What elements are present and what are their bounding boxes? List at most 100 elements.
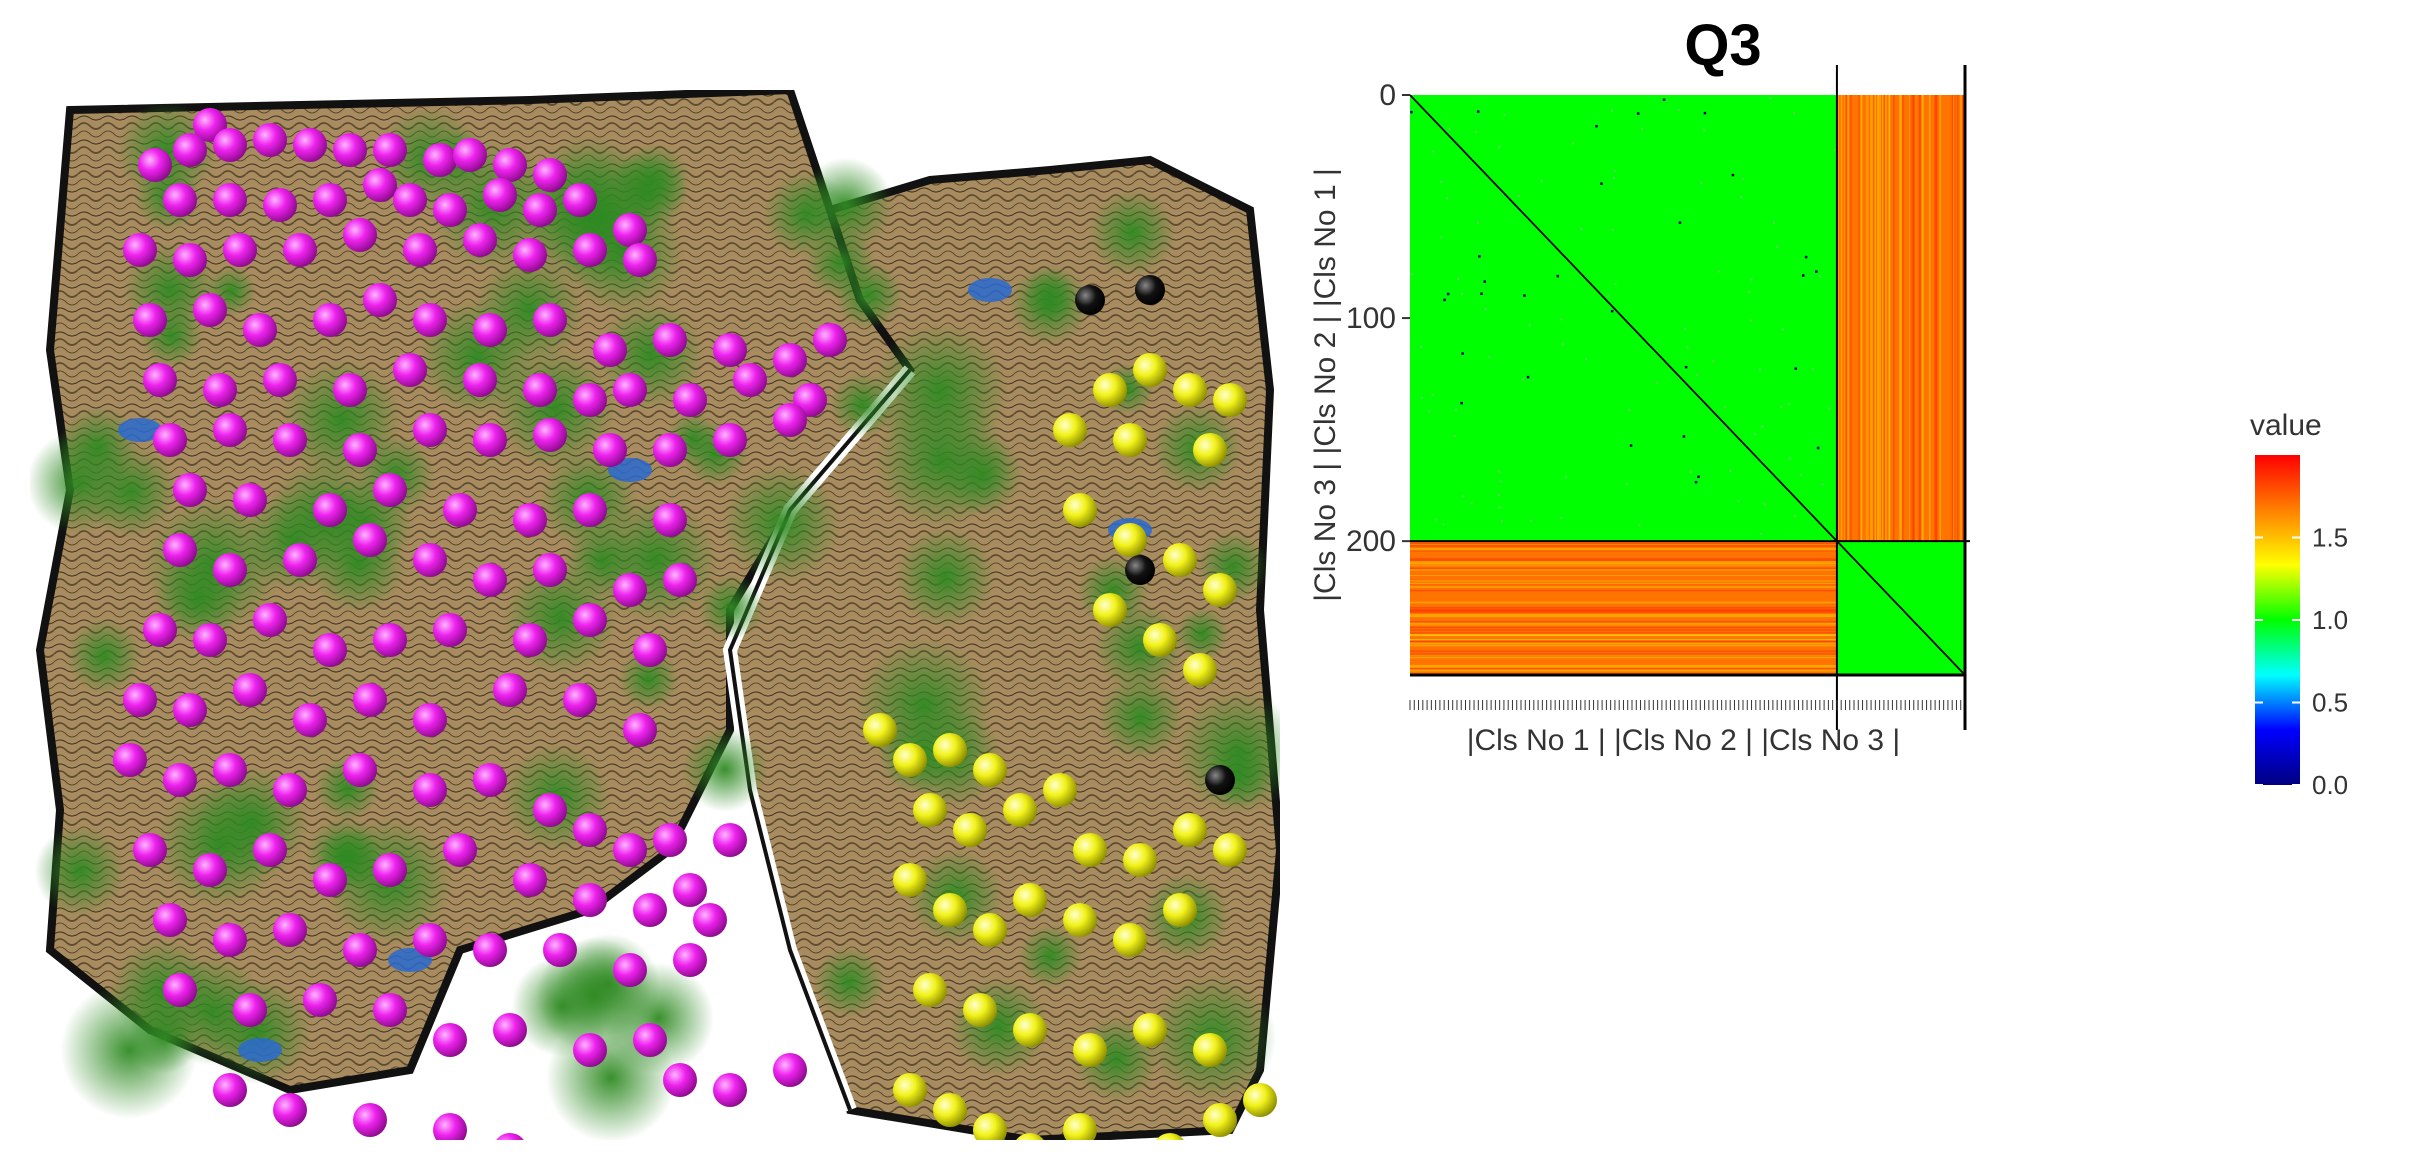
heatmap-speck xyxy=(1446,292,1450,296)
cluster-point-magenta xyxy=(613,213,647,247)
heatmap-stripe xyxy=(1410,650,1837,652)
heatmap-speck xyxy=(1432,150,1435,153)
heatmap-speck xyxy=(1497,145,1501,149)
cluster-point-yellow xyxy=(1203,1103,1237,1137)
heatmap-speck xyxy=(1439,236,1443,239)
heatmap-speck xyxy=(1498,506,1501,509)
heatmap-stripe xyxy=(1871,95,1874,542)
heatmap-stripe xyxy=(1950,95,1952,542)
heatmap-stripe xyxy=(1410,574,1837,576)
cluster-point-yellow xyxy=(933,733,967,767)
cluster-point-magenta xyxy=(313,183,347,217)
cluster-point-yellow xyxy=(893,1073,927,1107)
heatmap-stripe xyxy=(1410,639,1837,641)
cluster-point-magenta xyxy=(253,603,287,637)
y-tick-label: 200 xyxy=(1346,525,1396,558)
cluster-point-yellow xyxy=(1173,373,1207,407)
heatmap-speck xyxy=(1804,255,1808,259)
cluster-point-magenta xyxy=(533,303,567,337)
heatmap-speck xyxy=(1678,221,1682,224)
heatmap-speck xyxy=(1638,523,1641,527)
cluster-point-magenta xyxy=(123,233,157,267)
heatmap-stripe xyxy=(1843,95,1846,542)
cluster-point-magenta xyxy=(343,433,377,467)
cluster-point-yellow xyxy=(863,713,897,747)
cluster-point-magenta xyxy=(463,223,497,257)
y-tick-label: 100 xyxy=(1346,302,1396,335)
cluster-point-yellow xyxy=(1183,653,1217,687)
heatmap-stripe xyxy=(1837,95,1839,542)
cluster-point-magenta xyxy=(493,673,527,707)
vegetation-patch xyxy=(874,394,1009,528)
cluster-point-yellow xyxy=(1113,523,1147,557)
vegetation-patch xyxy=(1098,674,1184,761)
cluster-point-yellow xyxy=(1123,843,1157,877)
heatmap-stripe xyxy=(1921,95,1923,542)
heatmap-stripe xyxy=(1410,642,1837,645)
cluster-point-magenta xyxy=(573,883,607,917)
heatmap-stripe xyxy=(1919,95,1922,542)
cluster-point-magenta xyxy=(153,903,187,937)
cluster-point-magenta xyxy=(613,953,647,987)
heatmap-speck xyxy=(1420,396,1423,400)
cluster-point-yellow xyxy=(1156,1133,1184,1140)
heatmap-stripe xyxy=(1410,562,1837,565)
cluster-point-magenta xyxy=(373,133,407,167)
legend-tick-label: 0.5 xyxy=(2312,688,2348,718)
heatmap-speck xyxy=(1453,434,1457,438)
cluster-point-yellow xyxy=(1063,903,1097,937)
cluster-point-magenta xyxy=(443,833,477,867)
heatmap-speck xyxy=(1749,319,1753,322)
heatmap-stripe xyxy=(1952,95,1955,542)
heatmap-speck xyxy=(1695,373,1699,377)
water-patch xyxy=(968,278,1012,302)
heatmap-stripe xyxy=(1410,622,1837,625)
heatmap-stripe xyxy=(1410,669,1837,672)
heatmap-stripe xyxy=(1882,95,1884,542)
cluster-point-magenta xyxy=(253,123,287,157)
cluster-point-magenta xyxy=(143,363,177,397)
cluster-point-magenta xyxy=(423,143,457,177)
heatmap-speck xyxy=(1483,280,1486,283)
heatmap-speck xyxy=(1725,426,1728,429)
heatmap-stripe xyxy=(1410,569,1837,571)
legend-tick-label: 1.5 xyxy=(2312,523,2348,553)
heatmap-speck xyxy=(1629,444,1633,447)
heatmap-stripe xyxy=(1866,95,1869,542)
cluster-points xyxy=(113,108,1277,1140)
vegetation-patch xyxy=(1018,924,1082,988)
heatmap-stripe xyxy=(1410,608,1837,611)
heatmap-stripe xyxy=(1410,607,1837,609)
vegetation-patch xyxy=(834,261,903,330)
cluster-point-magenta xyxy=(483,178,517,212)
heatmap-speck xyxy=(1816,446,1820,450)
cluster-point-magenta xyxy=(593,333,627,367)
cluster-point-magenta xyxy=(293,128,327,162)
cluster-point-magenta xyxy=(673,873,707,907)
cluster-point-magenta xyxy=(433,193,467,227)
heatmap-stripe xyxy=(1410,561,1837,563)
cluster-point-magenta xyxy=(523,193,557,227)
outlier-point xyxy=(1135,275,1165,305)
cluster-point-yellow xyxy=(1063,1113,1097,1140)
heatmap-stripe xyxy=(1877,95,1879,542)
heatmap-stripe xyxy=(1410,559,1837,561)
cluster-point-magenta xyxy=(773,1053,807,1087)
heatmap-grid xyxy=(1409,65,1970,730)
heatmap-stripe xyxy=(1410,558,1837,560)
heatmap-stripe xyxy=(1410,664,1837,667)
heatmap-stripe xyxy=(1410,582,1837,585)
vegetation-patch xyxy=(66,618,142,694)
heatmap-speck xyxy=(1456,277,1460,280)
outlier-point xyxy=(1075,285,1105,315)
heatmap-speck xyxy=(1759,532,1763,535)
cluster-point-magenta xyxy=(613,833,647,867)
heatmap-speck xyxy=(1700,181,1703,185)
cluster-point-magenta xyxy=(813,323,847,357)
cluster-point-magenta xyxy=(673,383,707,417)
cluster-point-magenta xyxy=(163,763,197,797)
heatmap-speck xyxy=(1461,292,1464,296)
heatmap-speck xyxy=(1772,221,1776,224)
heatmap-stripe xyxy=(1960,95,1962,542)
heatmap-speck xyxy=(1683,327,1687,331)
